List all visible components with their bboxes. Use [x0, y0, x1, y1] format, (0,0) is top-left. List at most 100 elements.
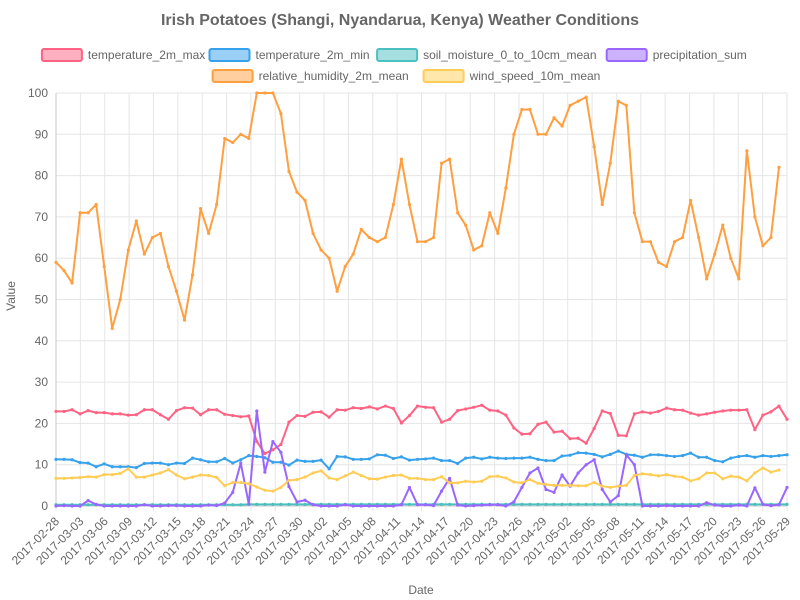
data-point[interactable] [343, 264, 347, 269]
data-point[interactable] [560, 502, 564, 506]
data-point[interactable] [592, 452, 596, 456]
data-point[interactable] [190, 475, 195, 479]
data-point[interactable] [456, 481, 460, 485]
data-point[interactable] [745, 454, 749, 458]
data-point[interactable] [576, 436, 580, 440]
data-point[interactable] [448, 502, 452, 506]
data-point[interactable] [600, 502, 604, 506]
data-point[interactable] [327, 504, 331, 508]
data-point[interactable] [488, 475, 492, 479]
data-point[interactable] [680, 408, 685, 412]
data-point[interactable] [536, 457, 540, 461]
data-point[interactable] [721, 409, 725, 413]
data-point[interactable] [560, 473, 564, 477]
data-point[interactable] [343, 455, 347, 459]
data-point[interactable] [94, 411, 98, 415]
data-point[interactable] [399, 503, 404, 507]
data-point[interactable] [656, 504, 661, 508]
data-point[interactable] [118, 297, 122, 302]
data-point[interactable] [528, 432, 532, 436]
data-point[interactable] [359, 473, 363, 478]
data-point[interactable] [367, 457, 371, 461]
data-point[interactable] [464, 456, 468, 460]
data-point[interactable] [769, 470, 773, 474]
data-point[interactable] [496, 231, 500, 236]
data-point[interactable] [560, 124, 564, 128]
data-point[interactable] [126, 413, 130, 417]
data-point[interactable] [769, 410, 773, 414]
data-point[interactable] [600, 202, 604, 207]
data-point[interactable] [263, 91, 267, 95]
data-point[interactable] [319, 458, 323, 462]
data-point[interactable] [239, 480, 243, 485]
data-point[interactable] [415, 476, 420, 480]
data-point[interactable] [319, 248, 323, 252]
data-point[interactable] [624, 483, 628, 487]
data-point[interactable] [182, 461, 187, 466]
data-point[interactable] [287, 169, 291, 174]
data-point[interactable] [456, 503, 460, 507]
data-point[interactable] [632, 453, 636, 457]
data-point[interactable] [729, 474, 733, 478]
data-point[interactable] [118, 412, 122, 416]
data-point[interactable] [54, 260, 58, 264]
data-point[interactable] [255, 409, 259, 413]
data-point[interactable] [391, 473, 395, 478]
data-point[interactable] [78, 412, 82, 416]
data-point[interactable] [415, 503, 420, 507]
data-point[interactable] [705, 455, 709, 459]
data-point[interactable] [110, 473, 114, 477]
data-point[interactable] [295, 413, 299, 418]
data-point[interactable] [608, 485, 612, 490]
data-point[interactable] [118, 471, 122, 475]
data-point[interactable] [134, 219, 138, 223]
data-point[interactable] [134, 475, 138, 479]
data-point[interactable] [512, 502, 516, 506]
data-point[interactable] [343, 474, 347, 478]
data-point[interactable] [672, 474, 677, 478]
data-point[interactable] [174, 409, 179, 413]
data-point[interactable] [311, 410, 315, 414]
data-point[interactable] [448, 417, 452, 421]
data-point[interactable] [753, 502, 757, 506]
data-point[interactable] [166, 463, 171, 467]
data-point[interactable] [351, 406, 355, 410]
data-point[interactable] [94, 475, 98, 479]
data-point[interactable] [464, 504, 468, 508]
data-point[interactable] [399, 421, 404, 425]
data-point[interactable] [697, 235, 701, 240]
data-point[interactable] [472, 503, 476, 508]
data-point[interactable] [407, 458, 412, 462]
data-point[interactable] [496, 503, 500, 507]
data-point[interactable] [785, 485, 789, 490]
data-point[interactable] [721, 223, 725, 227]
data-point[interactable] [239, 132, 243, 136]
legend-item[interactable]: wind_speed_10m_mean [422, 69, 601, 83]
data-point[interactable] [271, 91, 275, 95]
data-point[interactable] [616, 433, 620, 437]
data-point[interactable] [584, 463, 588, 467]
data-point[interactable] [713, 458, 717, 463]
data-point[interactable] [536, 132, 540, 136]
data-point[interactable] [672, 408, 677, 412]
data-point[interactable] [70, 504, 74, 508]
data-point[interactable] [568, 103, 572, 107]
data-point[interactable] [319, 469, 323, 473]
data-point[interactable] [223, 501, 227, 505]
data-point[interactable] [616, 449, 620, 453]
data-point[interactable] [247, 482, 251, 486]
data-point[interactable] [255, 502, 259, 506]
data-point[interactable] [86, 475, 90, 479]
data-point[interactable] [729, 504, 733, 508]
data-point[interactable] [247, 136, 251, 141]
data-point[interactable] [295, 500, 299, 504]
data-point[interactable] [383, 475, 387, 479]
data-point[interactable] [198, 458, 203, 462]
data-point[interactable] [110, 412, 114, 416]
data-point[interactable] [504, 186, 508, 190]
data-point[interactable] [255, 485, 259, 489]
data-point[interactable] [584, 441, 588, 445]
data-point[interactable] [207, 408, 211, 412]
data-point[interactable] [158, 504, 163, 508]
data-point[interactable] [528, 502, 532, 506]
